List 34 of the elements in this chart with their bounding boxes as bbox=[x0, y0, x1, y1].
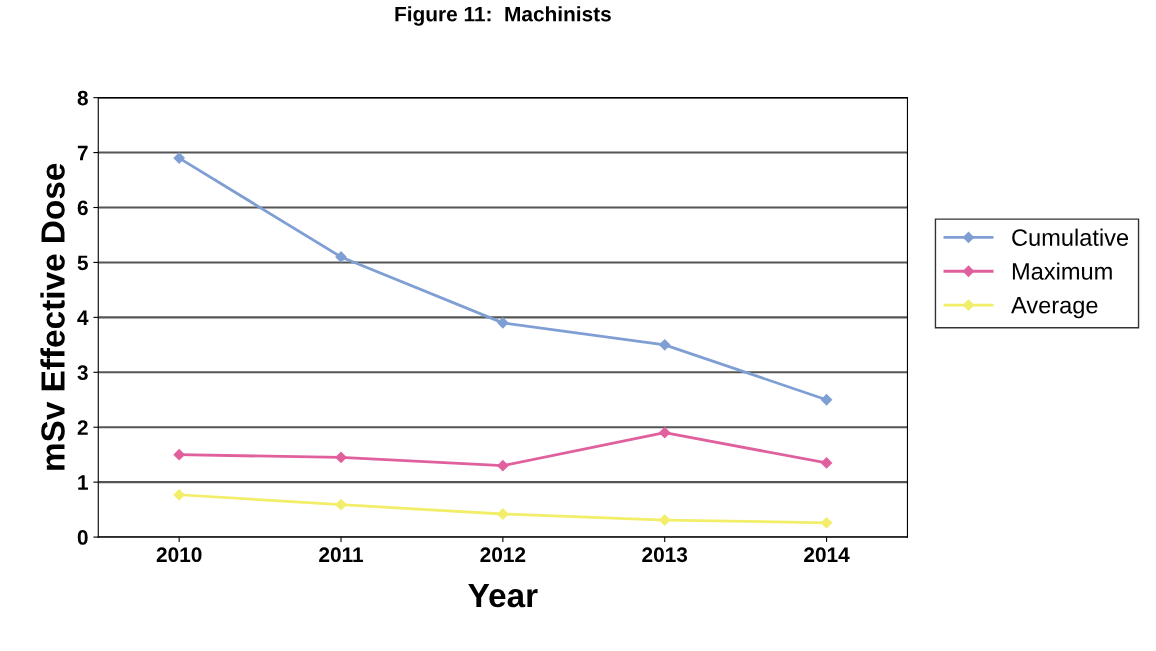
point bbox=[335, 451, 347, 464]
point bbox=[173, 152, 185, 164]
y-tick-label: 1 bbox=[78, 475, 88, 490]
y-tick-label: 6 bbox=[77, 200, 88, 216]
x-tick-label: 2011 bbox=[319, 547, 364, 563]
point bbox=[497, 460, 509, 472]
point bbox=[173, 489, 185, 501]
legend-label: Average bbox=[1011, 297, 1098, 319]
y-tick-label: 3 bbox=[77, 365, 88, 381]
point bbox=[820, 457, 833, 469]
chart-title: Figure 11: Machinists bbox=[395, 6, 611, 26]
point bbox=[497, 508, 509, 520]
point bbox=[659, 427, 671, 439]
point bbox=[497, 317, 509, 329]
point bbox=[335, 499, 347, 511]
x-tick-label: 2010 bbox=[156, 547, 202, 563]
x-tick-label: 2013 bbox=[642, 547, 688, 563]
y-tick-label: 2 bbox=[77, 420, 88, 435]
y-tick-label: 4 bbox=[77, 310, 89, 325]
point bbox=[173, 449, 185, 461]
x-tick-label: 2012 bbox=[480, 547, 526, 563]
y-tick-label: 5 bbox=[77, 255, 88, 271]
y-tick-label: 7 bbox=[77, 145, 88, 161]
point bbox=[659, 514, 671, 526]
y-tick-label: 8 bbox=[77, 90, 88, 106]
point bbox=[659, 339, 671, 351]
point bbox=[820, 517, 833, 529]
point bbox=[820, 394, 833, 406]
y-tick-label: 0 bbox=[77, 530, 88, 545]
y-axis-title: mSv Effective Dose bbox=[40, 163, 65, 470]
x-axis-title: Year bbox=[468, 584, 538, 608]
x-tick-label: 2014 bbox=[804, 547, 850, 563]
legend-label: Maximum bbox=[1012, 262, 1112, 280]
legend-label: Cumulative bbox=[1012, 228, 1129, 246]
